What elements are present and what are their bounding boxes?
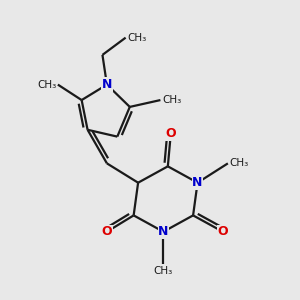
Text: O: O xyxy=(166,127,176,140)
Text: N: N xyxy=(158,225,169,238)
Text: CH₃: CH₃ xyxy=(37,80,56,90)
Text: CH₃: CH₃ xyxy=(154,266,173,276)
Text: CH₃: CH₃ xyxy=(162,95,181,105)
Text: O: O xyxy=(218,225,228,238)
Text: N: N xyxy=(102,78,112,91)
Text: CH₃: CH₃ xyxy=(230,158,249,168)
Text: CH₃: CH₃ xyxy=(127,33,146,43)
Text: N: N xyxy=(192,176,203,189)
Text: O: O xyxy=(102,225,112,238)
